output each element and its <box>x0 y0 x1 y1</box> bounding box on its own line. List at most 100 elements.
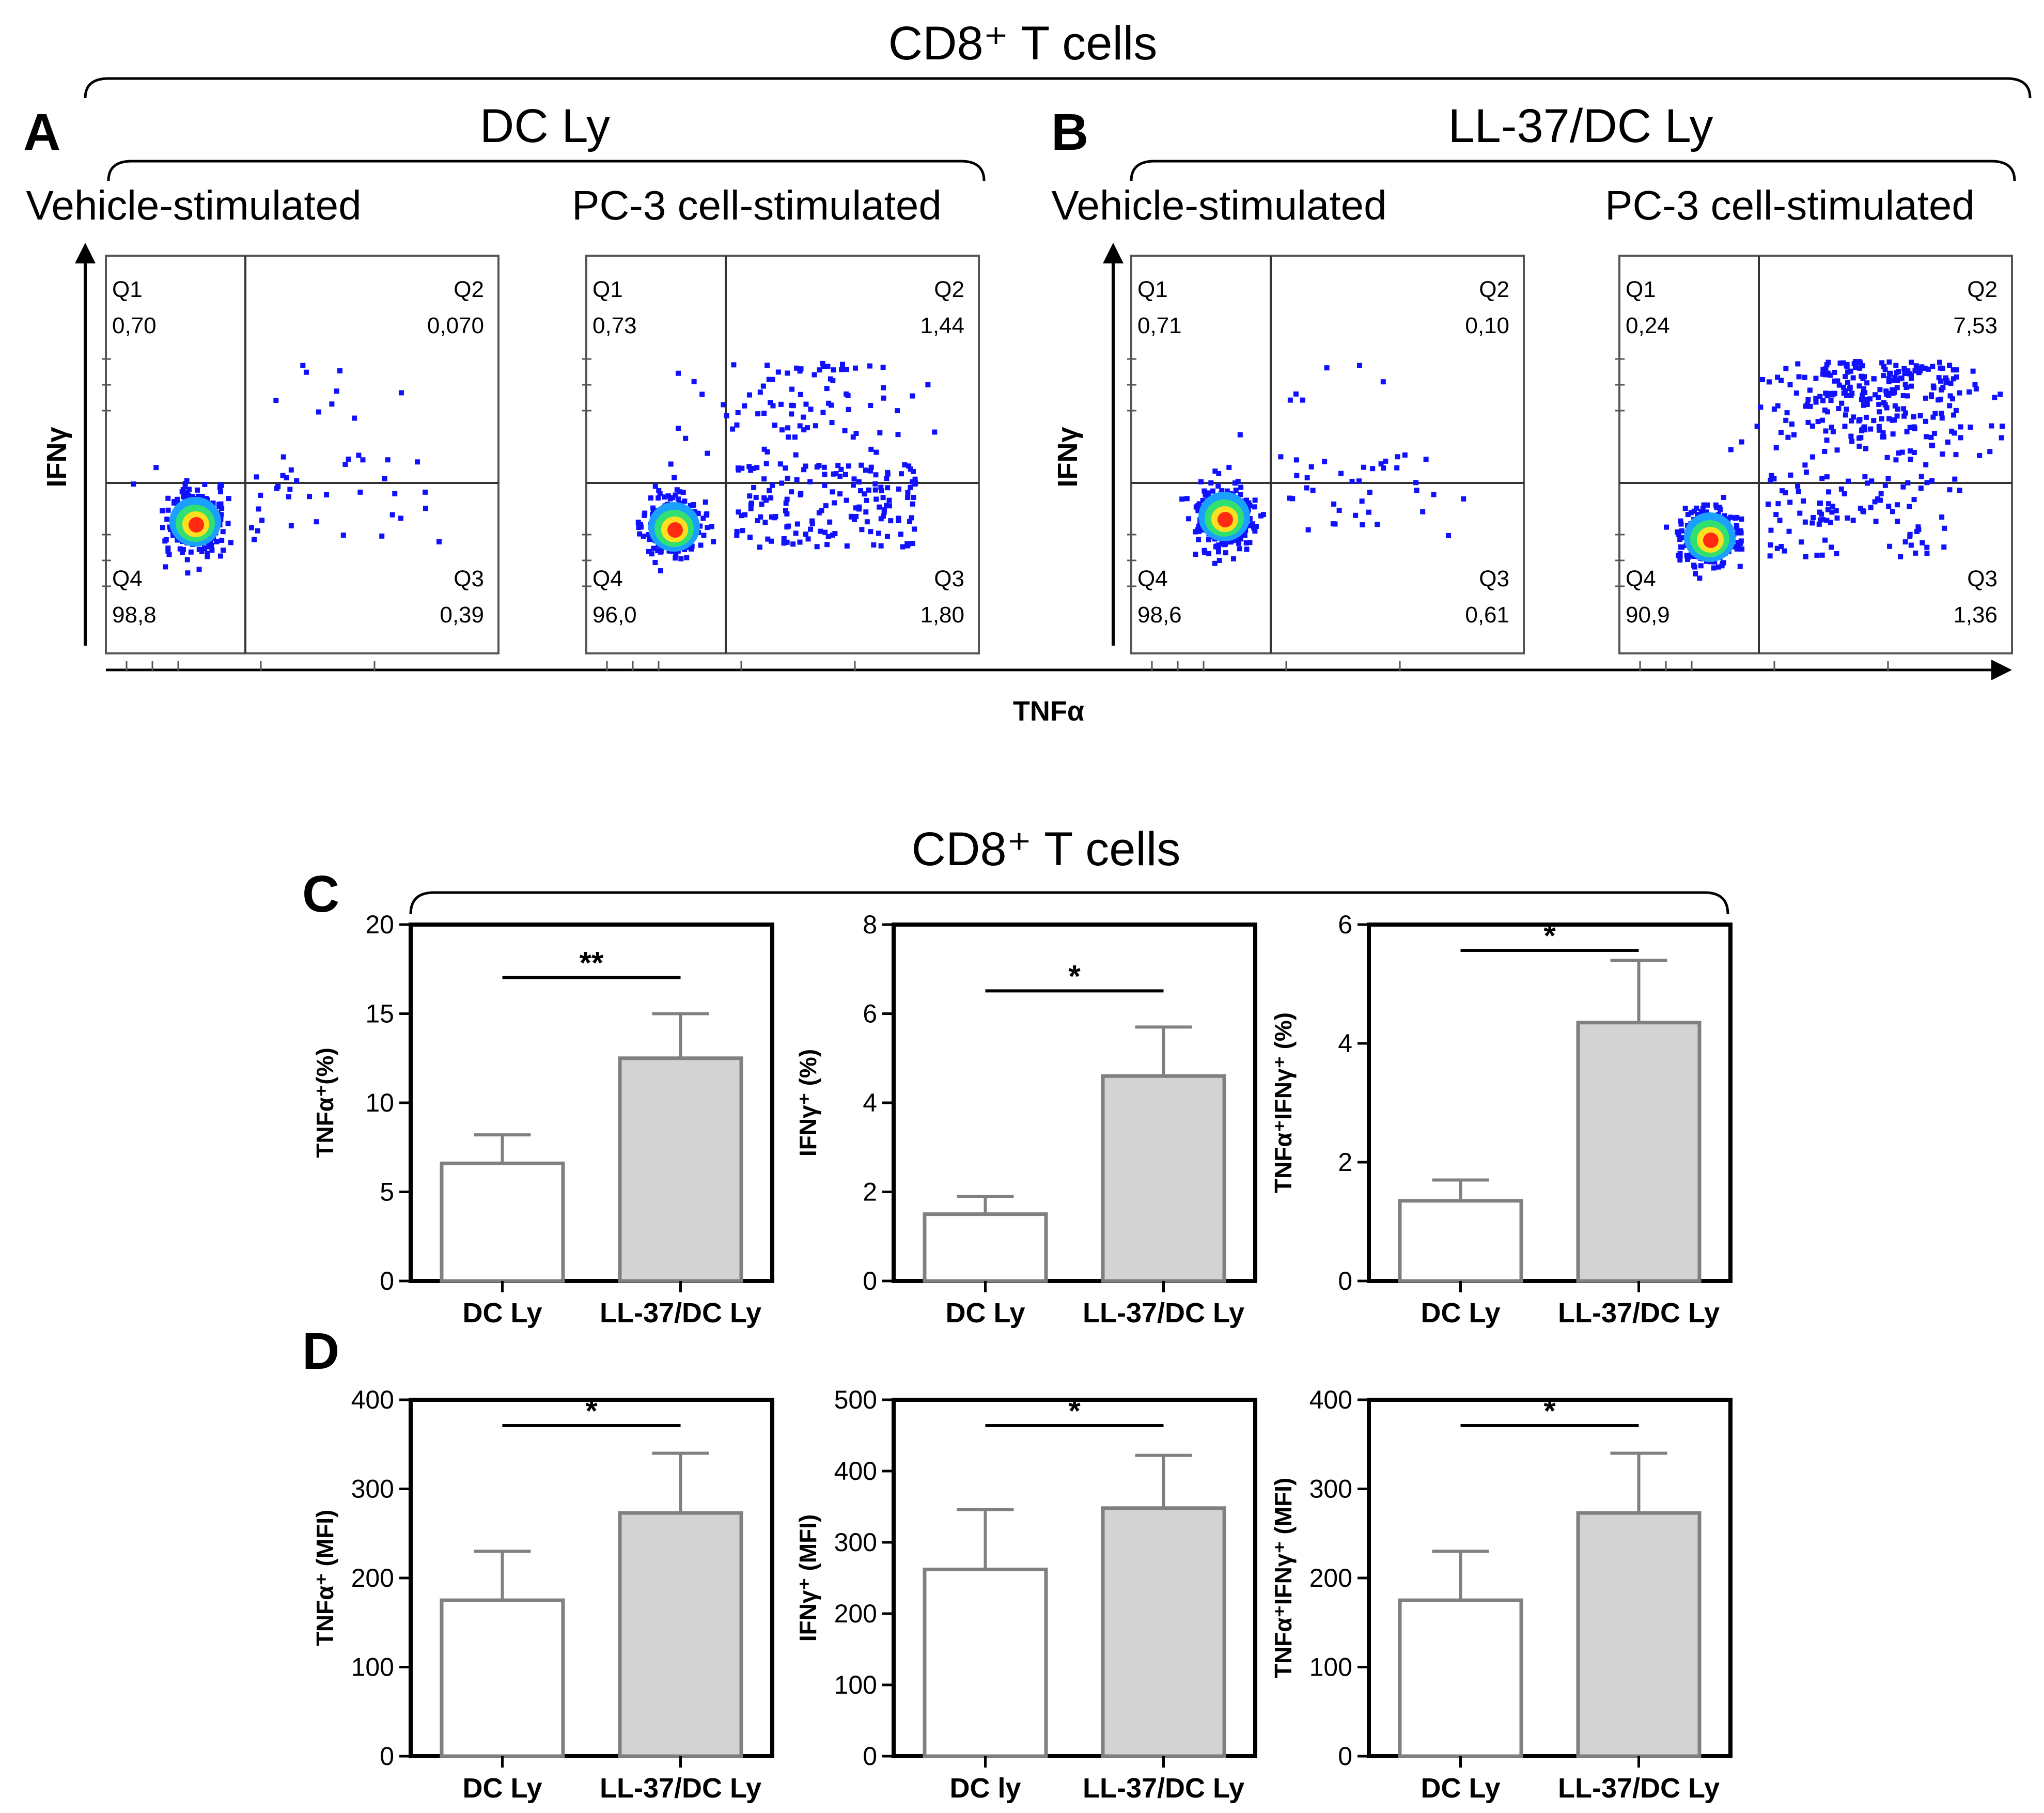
scatter-dot <box>900 544 906 550</box>
scatter-dot <box>1864 480 1870 486</box>
scatter-dot <box>1775 374 1781 380</box>
scatter-dot <box>1877 387 1883 393</box>
quadrant-label-q1: Q1 <box>112 277 143 302</box>
scatter-dot <box>878 543 884 549</box>
scatter-dot <box>205 554 210 559</box>
scatter-dot <box>1679 544 1685 550</box>
scatter-dot <box>346 456 351 462</box>
scatter-dot <box>382 476 387 481</box>
scatter-dot <box>218 489 224 495</box>
scatter-dot <box>1824 437 1830 443</box>
scatter-dot <box>1722 513 1727 519</box>
scatter-dot <box>910 393 915 399</box>
scatter-dot <box>1902 539 1908 545</box>
scatter-dot <box>1232 480 1238 486</box>
scatter-dot <box>888 518 894 524</box>
scatter-dot <box>1844 364 1850 369</box>
scatter-dot <box>1739 516 1744 522</box>
scatter-dot <box>1718 507 1723 512</box>
scatter-dot <box>1773 445 1779 450</box>
scatter-dot <box>153 465 159 471</box>
scatter-dot <box>658 568 663 574</box>
scatter-dot <box>1196 524 1202 530</box>
scatter-dot <box>1868 426 1874 432</box>
scatter-dot <box>789 489 794 495</box>
scatter-dot <box>1902 410 1908 416</box>
scatter-dot <box>398 515 403 521</box>
scatter-dot <box>775 369 781 375</box>
scatter-dot <box>1784 410 1790 416</box>
scatter-dot <box>764 449 770 455</box>
scatter-dot <box>1803 554 1808 559</box>
flow-plot-4: PC-3 cell-stimulated Q1 0,24 Q2 7,53 Q4 90,9 Q3… <box>1605 182 2013 654</box>
quadrant-label-q3: Q3 <box>454 566 484 591</box>
scatter-dot <box>1378 461 1384 467</box>
scatter-dot <box>288 523 294 528</box>
y-axis-label: TNFα⁺ (MFI) <box>311 1510 338 1647</box>
scatter-dot <box>165 507 171 513</box>
scatter-dot <box>1300 397 1305 403</box>
scatter-dot <box>1903 384 1909 390</box>
scatter-dot <box>1942 525 1947 531</box>
category-label: LL-37/DC Ly <box>1083 1298 1244 1329</box>
scatter-dot <box>761 410 767 416</box>
scatter-dot <box>809 518 815 524</box>
scatter-dot <box>196 567 202 572</box>
scatter-dot <box>804 425 810 431</box>
scatter-dot <box>1882 367 1888 372</box>
scatter-dot <box>1917 368 1923 373</box>
scatter-dot <box>1907 534 1913 539</box>
scatter-dot <box>651 545 657 551</box>
scatter-dot <box>803 532 808 537</box>
scatter-dot <box>909 515 914 521</box>
group-b-title: LL-37/DC Ly <box>1448 100 1713 152</box>
scatter-dot <box>1918 474 1924 479</box>
scatter-dot <box>856 506 862 512</box>
scatter-dot <box>1809 423 1815 429</box>
scatter-dot <box>864 497 869 503</box>
scatter-dot <box>1777 518 1783 523</box>
scatter-dot <box>1420 509 1426 514</box>
scatter-dot <box>705 450 710 456</box>
scatter-dot <box>736 509 741 515</box>
scatter-dot <box>678 556 684 561</box>
scatter-dot <box>1908 383 1914 389</box>
scatter-dot <box>753 494 759 500</box>
scatter-dot <box>1836 382 1842 388</box>
scatter-dot <box>1871 376 1877 382</box>
density-core-red <box>189 517 204 533</box>
scatter-dot <box>1977 452 1983 458</box>
scatter-dot <box>337 368 343 373</box>
bar <box>1398 1598 1523 1758</box>
scatter-dot <box>824 386 830 392</box>
scatter-dot <box>863 467 868 473</box>
scatter-dot <box>1802 519 1808 525</box>
category-label: DC Ly <box>462 1298 542 1329</box>
scatter-dot <box>1924 544 1930 550</box>
scatter-dot <box>415 459 420 465</box>
density-core-red <box>1703 533 1719 548</box>
flow-x-arrowhead <box>1991 660 2012 680</box>
scatter-dot <box>1832 378 1837 384</box>
scatter-dot <box>1949 428 1955 434</box>
scatter-dot <box>673 492 678 498</box>
flow-plot-2: PC-3 cell-stimulated Q1 0,73 Q2 1,44 Q4 96,0 Q3… <box>572 182 980 654</box>
scatter-dot <box>1461 496 1466 502</box>
category-label: DC Ly <box>1421 1298 1500 1329</box>
scatter-dot <box>1881 400 1887 405</box>
category-label: LL-37/DC Ly <box>1083 1773 1244 1804</box>
scatter-dot <box>1765 502 1771 507</box>
flow-plot-3: Vehicle-stimulated Q1 0,71 Q2 0,10 Q4 98,6 Q3 0,… <box>1051 182 1525 654</box>
scatter-dot <box>822 482 828 488</box>
scatter-dot <box>846 463 851 469</box>
scatter-dot <box>1939 415 1945 421</box>
scatter-dot <box>705 525 710 530</box>
bar <box>440 1598 565 1758</box>
scatter-dot <box>280 473 286 478</box>
scatter-dot <box>1862 474 1868 479</box>
scatter-dot <box>1890 387 1895 393</box>
scatter-dot <box>793 452 799 458</box>
scatter-dot <box>180 487 186 493</box>
scatter-dot <box>763 461 769 466</box>
scatter-dot <box>1684 556 1690 562</box>
